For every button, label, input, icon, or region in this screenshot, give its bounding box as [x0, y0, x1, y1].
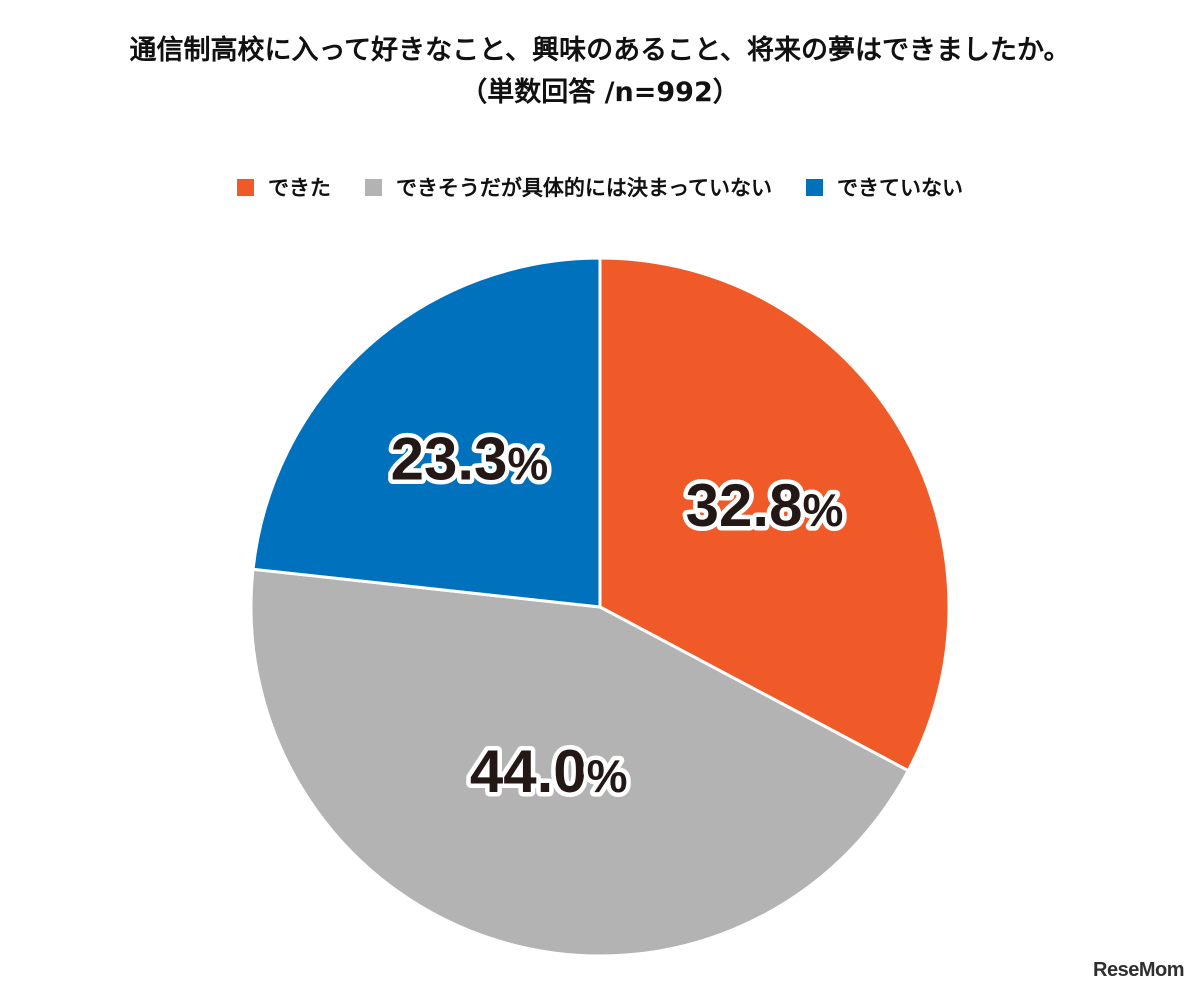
- pie-slice-undecided: [249, 567, 910, 958]
- slice-label-undecided: 44.0%: [470, 738, 628, 805]
- legend-item-undecided: できそうだが具体的には決まっていない: [364, 172, 773, 202]
- chart-title-line1: 通信制高校に入って好きなこと、興味のあること、将来の夢はできましたか。: [129, 35, 1071, 66]
- legend-swatch-dekita: [236, 178, 254, 196]
- legend: できた できそうだが具体的には決まっていない できていない: [0, 172, 1200, 202]
- slice-label-not-yet: 23.3%: [391, 426, 549, 493]
- legend-label-undecided: できそうだが具体的には決まっていない: [395, 176, 773, 200]
- legend-item-not-yet: できていない: [806, 172, 963, 202]
- pie-slice-not-yet: [251, 256, 602, 609]
- legend-label-not-yet: できていない: [837, 176, 964, 200]
- pie-slice-dekita: [598, 256, 951, 773]
- resemom-logo: ReseMom: [1093, 959, 1184, 981]
- legend-swatch-undecided: [364, 178, 382, 196]
- slice-label-dekita: 32.8%: [686, 472, 844, 539]
- chart-title: 通信制高校に入って好きなこと、興味のあること、将来の夢はできましたか。 （単数回…: [0, 30, 1200, 114]
- legend-label-dekita: できた: [267, 176, 331, 200]
- chart-subtitle: （単数回答 /n=992）: [460, 77, 740, 108]
- legend-item-dekita: できた: [236, 172, 331, 202]
- legend-swatch-not-yet: [806, 178, 824, 196]
